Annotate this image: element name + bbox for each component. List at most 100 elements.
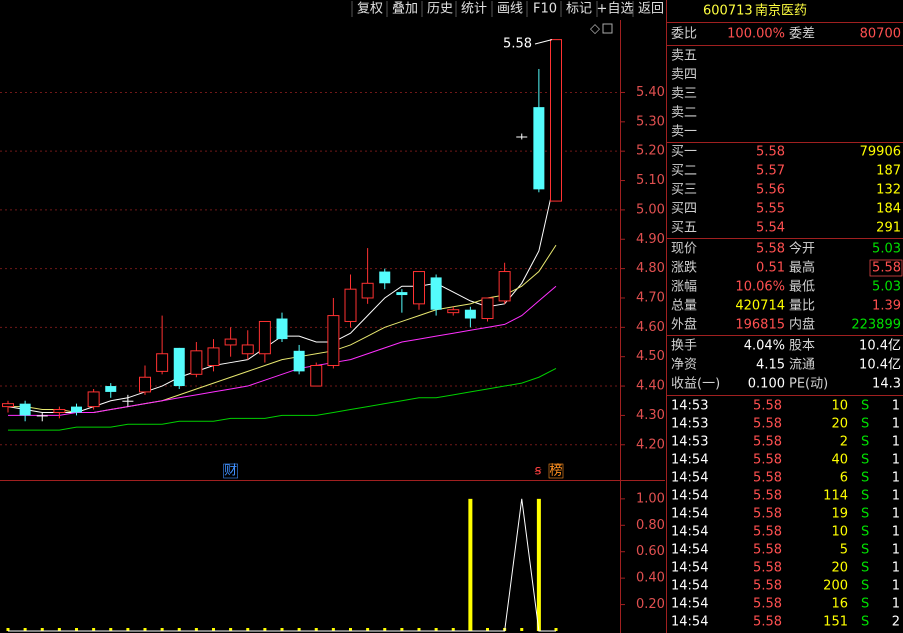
y-tick-label: 4.40 — [636, 379, 665, 394]
candle-body — [71, 406, 82, 413]
stat-value: 196815 — [735, 318, 785, 333]
candle-body — [276, 318, 288, 340]
tick-time: 14:54 — [671, 579, 708, 594]
tick-price: 5.58 — [753, 525, 782, 540]
candle-body — [413, 271, 425, 305]
toolbar-button[interactable]: 标记 — [566, 2, 592, 17]
tick-volume: 6 — [840, 471, 848, 486]
y-tick-label: 5.20 — [636, 144, 665, 159]
stat-label: 最高 — [789, 260, 815, 276]
candle-body — [105, 386, 117, 392]
toolbar-button[interactable]: 画线 — [497, 2, 523, 17]
stat-value: 5.58 — [872, 261, 901, 276]
tick-time: 14:53 — [671, 399, 708, 414]
indicator-dot — [23, 628, 27, 631]
toolbar-button[interactable]: 返回 — [638, 2, 664, 17]
event-marker[interactable]: 榜 — [549, 463, 562, 479]
stat-value: 5.03 — [872, 280, 901, 295]
buy-label: 买二 — [671, 164, 697, 179]
candle-body — [344, 288, 357, 322]
y-tick-label: 5.30 — [636, 114, 665, 129]
indicator-dot — [126, 628, 130, 631]
moving-average — [8, 367, 557, 431]
indicator-dot — [160, 628, 164, 631]
tick-time: 14:54 — [671, 597, 708, 612]
tick-price: 5.58 — [753, 399, 782, 414]
tick-price: 5.58 — [753, 471, 782, 486]
tick-price: 5.58 — [753, 615, 782, 630]
high-box — [869, 259, 903, 277]
buy-label: 买五 — [671, 221, 697, 236]
fund-value: 14.3 — [872, 377, 901, 392]
indicator-dot — [109, 628, 113, 631]
ratio-value: 100.00% — [727, 27, 785, 42]
toolbar-button[interactable]: 复权 — [357, 1, 383, 17]
indicator-dot — [6, 628, 10, 631]
indicator-dot — [246, 628, 250, 631]
indicator-dot — [468, 628, 472, 631]
indicator-dot — [486, 628, 489, 631]
candle-body — [481, 297, 494, 320]
indicator-dot — [383, 628, 387, 631]
tick-count: 1 — [892, 543, 900, 558]
y-tick-label: 4.60 — [636, 320, 665, 335]
tick-side: S — [861, 615, 869, 630]
buy-label: 买一 — [671, 145, 697, 160]
buy-volume: 132 — [876, 183, 901, 198]
y-tick-label: 4.90 — [636, 232, 665, 247]
indicator-dot — [417, 628, 421, 631]
tick-price: 5.58 — [753, 561, 782, 576]
fund-label: 股本 — [789, 339, 815, 354]
tick-count: 1 — [892, 435, 900, 450]
tick-count: 1 — [892, 579, 900, 594]
fund-label: 收益(一) — [671, 377, 720, 392]
tick-volume: 200 — [823, 579, 848, 594]
icon-diamond[interactable]: ◇ — [590, 22, 600, 37]
indicator-dot — [177, 628, 181, 631]
indicator-dot — [229, 628, 233, 631]
event-marker-box — [223, 463, 238, 479]
event-marker[interactable]: 财 — [224, 464, 237, 479]
toolbar-button[interactable]: +自选 — [597, 2, 634, 17]
toolbar-button[interactable]: 统计 — [461, 2, 487, 17]
tick-volume: 2 — [840, 435, 848, 450]
tick-time: 14:54 — [671, 489, 708, 504]
tick-time: 14:54 — [671, 471, 708, 486]
candle-body — [361, 282, 374, 299]
tick-side: S — [861, 471, 869, 486]
tick-volume: 20 — [831, 417, 848, 432]
tick-volume: 10 — [831, 399, 848, 414]
tick-volume: 114 — [823, 489, 848, 504]
tick-count: 1 — [892, 489, 900, 504]
buy-volume: 187 — [876, 164, 901, 179]
tick-count: 1 — [892, 525, 900, 540]
indicator-dot — [400, 628, 404, 631]
icon-square[interactable] — [602, 23, 613, 34]
y-tick-label: 0.40 — [636, 571, 665, 586]
buy-label: 买三 — [671, 183, 697, 198]
candle-body — [550, 39, 562, 202]
toolbar-button[interactable]: 叠加 — [392, 2, 418, 17]
candle-body — [327, 315, 340, 367]
buy-price: 5.54 — [756, 221, 785, 236]
fund-label: PE(动) — [789, 377, 828, 392]
candle-body — [53, 409, 66, 413]
toolbar-button[interactable]: F10 — [533, 2, 557, 17]
tick-side: S — [861, 489, 869, 504]
tick-price: 5.58 — [753, 435, 782, 450]
stock-code: 600713 — [703, 4, 753, 19]
tick-side: S — [861, 417, 869, 432]
fund-value: 4.04% — [744, 339, 785, 354]
tick-count: 1 — [892, 561, 900, 576]
toolbar-button[interactable]: 历史 — [427, 2, 453, 17]
indicator-dot — [554, 628, 558, 631]
tick-side: S — [861, 543, 869, 558]
stat-label: 今开 — [789, 241, 815, 257]
candle-body — [379, 271, 391, 284]
tick-price: 5.58 — [753, 543, 782, 558]
sell-label: 卖二 — [671, 106, 697, 121]
high-annotation: 5.58 — [503, 37, 532, 52]
indicator-dot — [314, 628, 318, 631]
